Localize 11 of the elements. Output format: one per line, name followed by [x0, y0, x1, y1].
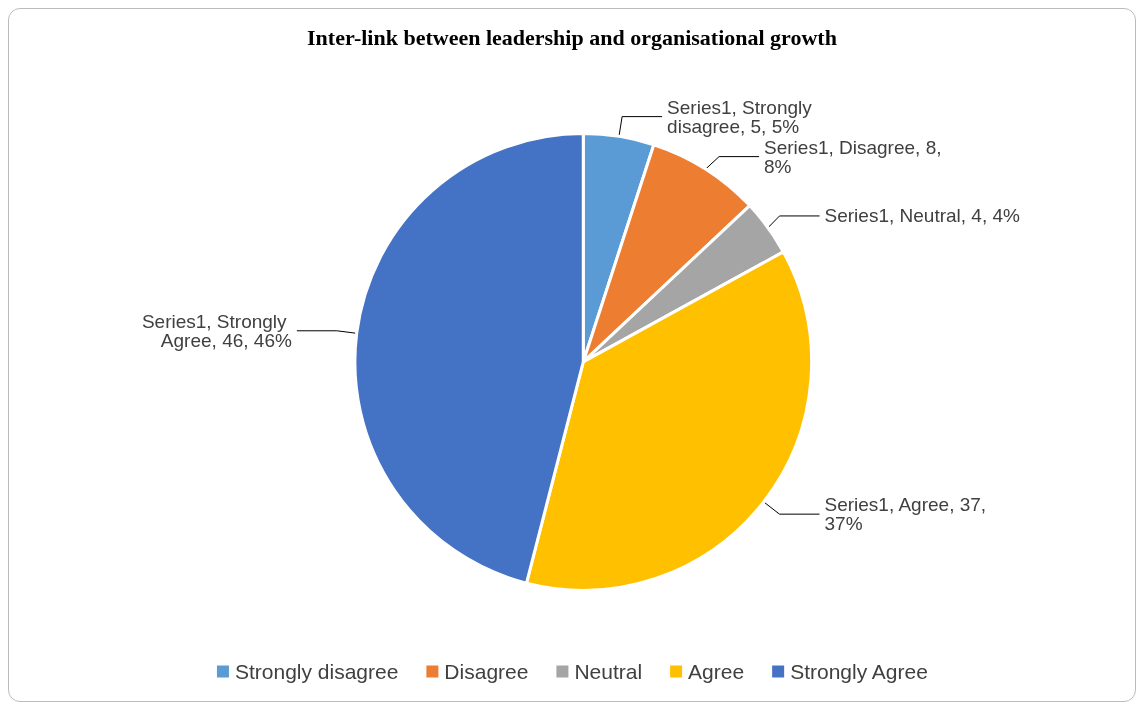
legend-label: Strongly Agree	[790, 660, 928, 683]
chart-title: Inter-link between leadership and organisational growth	[307, 24, 837, 50]
data-label: Series1, Disagree, 8, 8%	[764, 136, 947, 177]
data-label: Series1, Agree, 37, 37%	[824, 494, 992, 535]
data-label: Series1, Neutral, 4, 4%	[824, 205, 1021, 227]
data-label: Series1, Strongly Agree, 46, 46%	[141, 310, 292, 351]
legend-label: Agree	[688, 660, 745, 683]
legend-label: Neutral	[574, 660, 643, 683]
data-label: Series1, Strongly disagree, 5, 5%	[667, 96, 818, 137]
legend-label: Disagree	[444, 660, 529, 683]
legend-label: Strongly disagree	[234, 660, 399, 683]
